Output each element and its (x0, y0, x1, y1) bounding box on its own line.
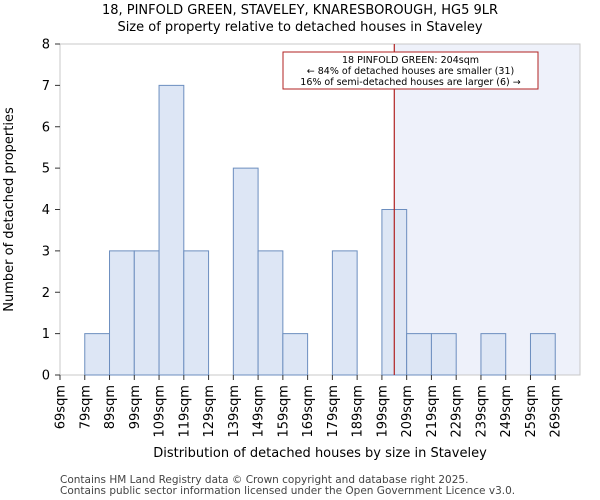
x-tick-label-259sqm: 259sqm (524, 385, 539, 438)
footer-licence: Contains public sector information licen… (60, 485, 516, 497)
bar-109sqm (158, 84, 185, 376)
annotation-line2: ← 84% of detached houses are smaller (31… (307, 66, 514, 77)
x-tick-label-189sqm: 189sqm (351, 385, 366, 438)
bar-149sqm (257, 250, 284, 376)
bar-89sqm (109, 250, 135, 376)
y-axis-label: Number of detached properties (2, 107, 17, 312)
x-tick-label-139sqm: 139sqm (227, 385, 242, 438)
chart-title-line1: 18, PINFOLD GREEN, STAVELEY, KNARESBOROU… (101, 3, 499, 18)
bar-219sqm (430, 333, 457, 376)
bar-139sqm (232, 167, 259, 376)
bar-179sqm (331, 250, 358, 376)
bar-209sqm (406, 333, 432, 376)
x-axis-label: Distribution of detached houses by size … (153, 446, 487, 461)
y-tick-label-6: 6 (42, 120, 50, 135)
x-tick-label-269sqm: 269sqm (549, 385, 564, 438)
y-tick-label-2: 2 (42, 286, 50, 301)
y-tick-label-0: 0 (42, 369, 50, 384)
x-tick-label-109sqm: 109sqm (153, 385, 168, 438)
bar-99sqm (133, 250, 160, 376)
bar-79sqm (84, 333, 111, 376)
y-tick-label-8: 8 (42, 38, 50, 53)
x-tick-label-229sqm: 229sqm (450, 385, 465, 438)
y-tick-label-5: 5 (42, 162, 50, 177)
larger-than-property-region (394, 44, 580, 375)
y-tick-label-7: 7 (42, 79, 50, 94)
x-tick-label-179sqm: 179sqm (326, 385, 341, 438)
annotation-line1: 18 PINFOLD GREEN: 204sqm (342, 55, 479, 66)
bar-259sqm (529, 333, 556, 376)
x-tick-label-209sqm: 209sqm (400, 385, 415, 438)
footer-copyright: Contains HM Land Registry data © Crown c… (60, 474, 469, 486)
x-tick-label-99sqm: 99sqm (128, 385, 143, 429)
x-tick-label-79sqm: 79sqm (78, 385, 93, 429)
bar-119sqm (183, 250, 210, 376)
annotation-line3: 16% of semi-detached houses are larger (… (300, 77, 520, 88)
x-tick-label-69sqm: 69sqm (54, 385, 69, 429)
chart-title-line2: Size of property relative to detached ho… (117, 20, 483, 35)
y-tick-label-1: 1 (42, 327, 50, 342)
bar-239sqm (480, 333, 507, 376)
x-tick-label-89sqm: 89sqm (103, 385, 118, 429)
x-tick-label-199sqm: 199sqm (375, 385, 390, 438)
x-tick-label-239sqm: 239sqm (474, 385, 489, 438)
y-tick-label-3: 3 (42, 244, 50, 259)
y-tick-label-4: 4 (42, 203, 50, 218)
x-tick-label-149sqm: 149sqm (252, 385, 267, 438)
x-tick-label-159sqm: 159sqm (276, 385, 291, 438)
x-tick-label-249sqm: 249sqm (499, 385, 514, 438)
x-tick-label-169sqm: 169sqm (301, 385, 316, 438)
x-tick-label-119sqm: 119sqm (177, 385, 192, 438)
x-tick-label-129sqm: 129sqm (202, 385, 217, 438)
bar-159sqm (282, 333, 309, 376)
x-tick-label-219sqm: 219sqm (425, 385, 440, 438)
annotation-box (282, 51, 539, 90)
